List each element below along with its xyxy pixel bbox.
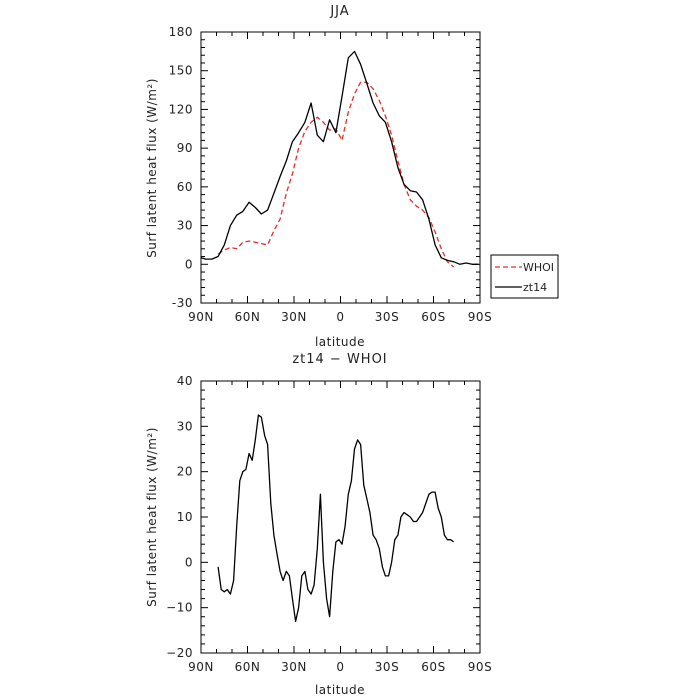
y-tick-label: 30 <box>177 219 193 233</box>
chart-title: JJA <box>329 4 349 19</box>
x-tick-label: 90N <box>188 660 214 674</box>
legend-frame <box>490 254 559 299</box>
y-tick-label: 20 <box>177 465 193 479</box>
x-tick-label: 30N <box>281 660 307 674</box>
legend-label-zt14: zt14 <box>523 281 547 294</box>
y-axis-label: Surf latent heat flux (W/m²) <box>145 427 159 607</box>
y-tick-label: 60 <box>177 180 193 194</box>
legend-label-whoi: WHOI <box>523 261 554 274</box>
x-tick-label: 90S <box>468 660 492 674</box>
x-tick-label: 0 <box>336 660 344 674</box>
x-tick-label: 0 <box>336 310 344 324</box>
x-tick-label: 30N <box>281 310 307 324</box>
y-tick-label: 40 <box>177 374 193 388</box>
x-tick-label: 60S <box>421 660 445 674</box>
x-tick-label: 90N <box>188 310 214 324</box>
y-tick-label: 10 <box>177 510 193 524</box>
y-tick-label: −20 <box>166 646 193 660</box>
y-tick-label: 30 <box>177 419 193 433</box>
y-tick-label: −10 <box>166 601 193 615</box>
x-axis-label: latitude <box>315 335 365 349</box>
series-line-zt14 <box>200 50 479 265</box>
x-tick-label: 30S <box>375 310 399 324</box>
x-tick-label: 30S <box>375 660 399 674</box>
x-tick-label: 90S <box>468 310 492 324</box>
y-tick-label: -30 <box>172 296 193 310</box>
legend: WHOI zt14 <box>490 254 559 299</box>
y-tick-label: 90 <box>177 141 193 155</box>
y-axis-label: Surf latent heat flux (W/m²) <box>145 78 159 258</box>
chart-title: zt14 − WHOI <box>292 352 387 367</box>
y-tick-label: 150 <box>169 64 193 78</box>
series-line-0 <box>217 414 454 622</box>
y-tick-label: 180 <box>169 25 193 39</box>
x-tick-label: 60S <box>421 310 445 324</box>
y-tick-label: 120 <box>169 102 193 116</box>
x-tick-label: 60N <box>235 660 261 674</box>
chart-difference: zt14 − WHOI 90N 60N 30N 0 30S 60S 90S −20 −10 0 1… <box>145 352 492 697</box>
chart-jja: JJA 90N 60N 30N 0 30S 60S 90S -30 0 30 60 90 120 150… <box>145 4 559 349</box>
y-tick-label: 0 <box>185 555 193 569</box>
x-axis-label: latitude <box>315 683 365 697</box>
y-tick-label: 0 <box>185 257 193 271</box>
x-tick-label: 60N <box>235 310 261 324</box>
